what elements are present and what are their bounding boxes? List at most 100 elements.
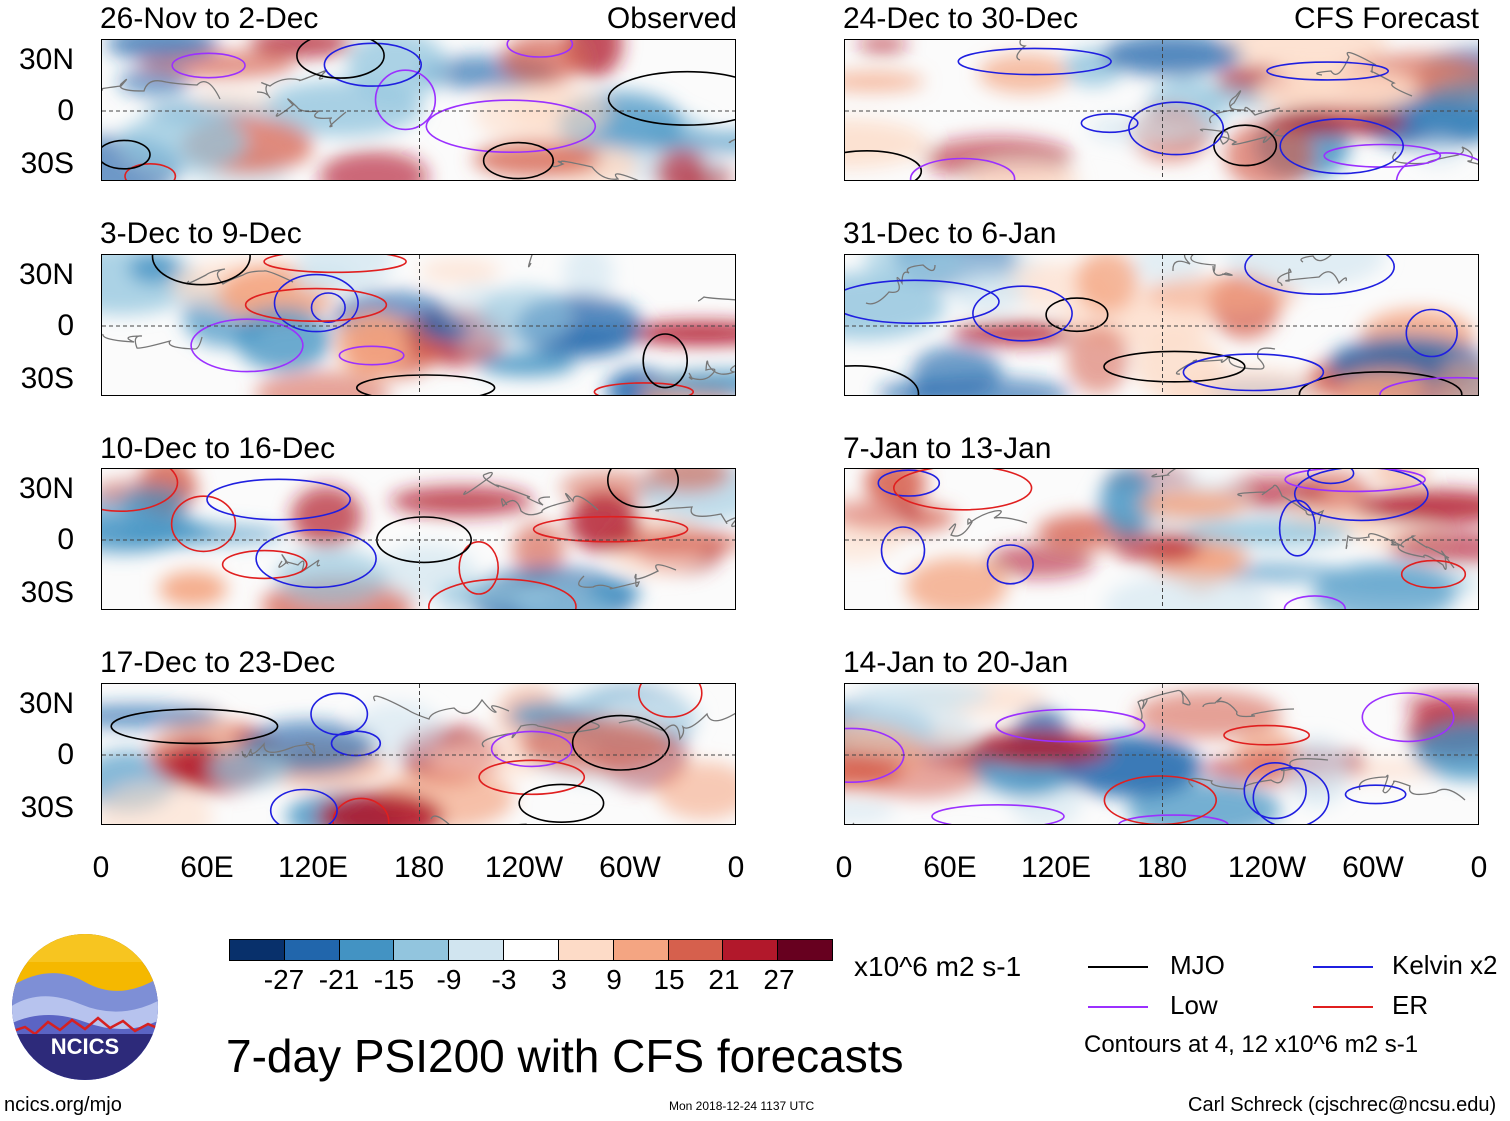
lat-label-30s-row4: 30S xyxy=(20,791,74,824)
coastline xyxy=(102,333,203,350)
anomaly-blob xyxy=(254,370,390,395)
wave-contour xyxy=(638,684,703,718)
coastline xyxy=(1300,255,1332,263)
wave-contour xyxy=(1279,118,1405,175)
coastline xyxy=(1202,697,1295,718)
map-canvas xyxy=(102,469,735,609)
wave-contour xyxy=(972,285,1073,342)
legend-line-mjo xyxy=(1088,966,1148,968)
legend-label-low: Low xyxy=(1170,990,1218,1020)
lon-label-right-120w: 120W xyxy=(1227,851,1307,884)
wave-contour xyxy=(244,287,388,323)
anomaly-blob xyxy=(966,164,1079,180)
lon-label-left-0: 0 xyxy=(92,851,110,884)
lon-label-left-0-end: 0 xyxy=(727,851,745,884)
ncics-logo: NCICS xyxy=(10,932,160,1082)
colorbar-swatch xyxy=(449,940,505,960)
wave-contour xyxy=(490,730,573,768)
colorbar-swatch xyxy=(284,940,340,960)
coastline xyxy=(1016,40,1027,61)
anomaly-blob xyxy=(512,522,565,576)
colorbar-label: 27 xyxy=(763,964,795,995)
wave-contour xyxy=(124,163,177,180)
anomaly-blob xyxy=(1222,40,1389,73)
wave-contour xyxy=(1284,469,1426,493)
coastline xyxy=(1188,758,1329,790)
wave-contour xyxy=(642,333,689,389)
wave-contour xyxy=(221,549,308,580)
colorbar-label: 3 xyxy=(551,964,567,995)
wave-contour xyxy=(986,544,1034,585)
colorbar-swatch xyxy=(558,940,614,960)
coastline xyxy=(373,695,510,720)
lon-label-left-60e: 60E xyxy=(180,851,234,884)
anomaly-blob xyxy=(193,88,277,111)
legend-label-er: ER xyxy=(1392,990,1429,1020)
anomaly-blob xyxy=(1101,40,1243,76)
wave-contour xyxy=(506,40,574,58)
anomaly-blob xyxy=(290,486,363,548)
logo-text: NCICS xyxy=(51,1034,119,1059)
wave-contour xyxy=(1213,124,1278,167)
anomaly-blob xyxy=(647,370,735,395)
footer-url[interactable]: ncics.org/mjo xyxy=(4,1094,122,1116)
coastline xyxy=(948,510,1028,537)
anomaly-blob xyxy=(435,581,556,606)
anomaly-blob xyxy=(857,40,908,55)
colorbar-swatch xyxy=(778,940,832,960)
anomaly-blob xyxy=(986,543,1094,579)
anomaly-blob xyxy=(845,753,904,790)
wave-contour xyxy=(880,526,926,575)
anomaly-blob xyxy=(1184,519,1354,546)
wave-contour xyxy=(323,42,422,87)
anomaly-blob xyxy=(911,345,1002,395)
anomaly-blob xyxy=(646,469,731,493)
coastline xyxy=(1132,689,1191,721)
anomaly-blob xyxy=(421,319,471,342)
wave-contour xyxy=(296,40,385,79)
coastline xyxy=(1151,469,1177,478)
wave-contour xyxy=(845,279,1000,325)
map-canvas xyxy=(845,684,1478,824)
lat-label-30n-row3: 30N xyxy=(18,472,74,505)
colorbar-label: -27 xyxy=(263,964,305,995)
colorbar-label: -9 xyxy=(436,964,462,995)
coastline xyxy=(1175,347,1276,375)
anomaly-blob xyxy=(1312,561,1457,609)
wave-contour xyxy=(1243,762,1307,820)
wave-contour xyxy=(356,374,496,395)
colorbar xyxy=(229,939,833,961)
wave-contour xyxy=(1405,308,1458,358)
anomaly-blob xyxy=(978,53,1073,94)
wave-contour xyxy=(1361,692,1455,743)
wave-contour xyxy=(957,47,1112,76)
anomaly-blob xyxy=(207,749,289,788)
anomaly-blob xyxy=(248,40,354,58)
anomaly-blob xyxy=(293,263,357,292)
wave-contour xyxy=(338,345,405,366)
colorbar-label: 21 xyxy=(708,964,740,995)
coastline xyxy=(278,554,321,573)
lat-label-eq-row4: 0 xyxy=(57,738,74,771)
wave-contour xyxy=(995,708,1146,743)
panel-title-obs-4: 17-Dec to 23-Dec xyxy=(100,646,336,679)
panel-title-fc-2: 31-Dec to 6-Jan xyxy=(843,217,1057,250)
wave-contour xyxy=(170,495,237,553)
anomaly-blob xyxy=(1135,690,1282,740)
lon-label-left-120w: 120W xyxy=(484,851,564,884)
anomaly-blob xyxy=(1266,106,1407,136)
wave-contour xyxy=(1045,297,1109,333)
wave-contour xyxy=(845,365,920,395)
wave-contour xyxy=(428,578,577,609)
panel-tag-forecast: CFS Forecast xyxy=(1293,2,1479,35)
legend-label-kelvin: Kelvin x2 xyxy=(1392,950,1498,980)
wave-contour xyxy=(482,141,555,180)
wave-contour xyxy=(330,730,382,757)
wave-contour xyxy=(1244,255,1395,295)
colorbar-swatch xyxy=(613,940,669,960)
colorbar-label: -15 xyxy=(373,964,415,995)
anomaly-blob xyxy=(390,486,534,517)
colorbar-swatch xyxy=(723,940,779,960)
lat-label-eq-row2: 0 xyxy=(57,309,74,342)
colorbar-label: -21 xyxy=(318,964,360,995)
